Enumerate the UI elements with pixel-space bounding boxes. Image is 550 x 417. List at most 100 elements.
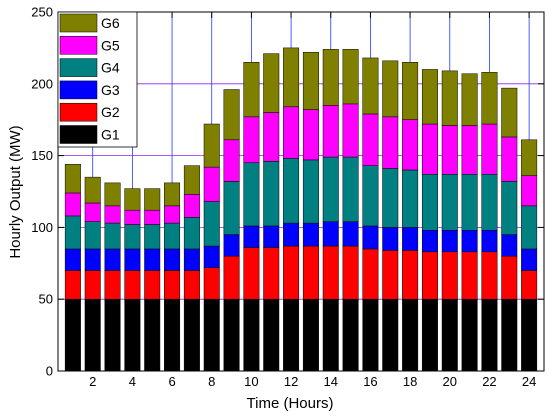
bar-g2-hour-19 bbox=[421, 251, 438, 300]
bar-g4-hour-17 bbox=[382, 168, 399, 228]
bar-g1-hour-23 bbox=[501, 298, 518, 372]
bar-g6-hour-1 bbox=[64, 163, 81, 194]
bar-g4-hour-12 bbox=[283, 158, 300, 224]
bar-g3-hour-1 bbox=[64, 248, 81, 271]
bar-g2-hour-1 bbox=[64, 270, 81, 300]
bar-g4-hour-18 bbox=[402, 169, 419, 228]
x-axis-ticks: 2 4 6 8 10 12 14 16 18 20 22 24 bbox=[89, 12, 536, 389]
bar-g5-hour-22 bbox=[481, 123, 498, 175]
bar-g4-hour-22 bbox=[481, 174, 498, 231]
legend-swatch-g3 bbox=[59, 80, 98, 100]
legend-label-g6: G6 bbox=[101, 15, 120, 31]
bar-g6-hour-4 bbox=[124, 188, 141, 211]
bar-g1-hour-16 bbox=[362, 298, 379, 372]
bar-g3-hour-13 bbox=[302, 222, 319, 247]
bar-g3-hour-10 bbox=[243, 225, 260, 248]
bar-g4-hour-16 bbox=[362, 165, 379, 227]
bar-g1-hour-15 bbox=[342, 298, 359, 372]
bar-g3-hour-15 bbox=[342, 221, 359, 247]
bar-g6-hour-17 bbox=[382, 60, 399, 118]
bar-g1-hour-20 bbox=[441, 298, 458, 372]
bar-g6-hour-19 bbox=[421, 69, 438, 125]
bar-g2-hour-14 bbox=[322, 245, 339, 300]
legend-swatch-g5 bbox=[59, 36, 98, 55]
legend-swatch-g4 bbox=[59, 58, 98, 77]
x-axis-title: Time (Hours) bbox=[247, 395, 334, 412]
y-axis-ticks: 0 50 100 150 200 250 bbox=[31, 5, 544, 379]
bar-g1-hour-3 bbox=[104, 298, 121, 372]
bar-g1-hour-11 bbox=[263, 298, 280, 372]
bar-g1-hour-9 bbox=[223, 298, 240, 372]
bar-g1-hour-18 bbox=[402, 298, 419, 372]
bar-g3-hour-11 bbox=[263, 225, 280, 248]
bar-g1-hour-19 bbox=[421, 298, 438, 372]
bar-g2-hour-7 bbox=[183, 270, 200, 300]
bar-g3-hour-24 bbox=[521, 248, 538, 271]
bar-g5-hour-3 bbox=[104, 205, 121, 224]
bar-g2-hour-3 bbox=[104, 270, 121, 300]
bar-g4-hour-14 bbox=[322, 156, 339, 222]
bar-g4-hour-13 bbox=[302, 159, 319, 224]
bar-g3-hour-7 bbox=[183, 248, 200, 271]
bar-g2-hour-16 bbox=[362, 248, 379, 300]
x-tick-label: 22 bbox=[482, 374, 496, 389]
bar-g3-hour-8 bbox=[203, 245, 220, 268]
bar-g5-hour-7 bbox=[183, 194, 200, 218]
bar-g3-hour-14 bbox=[322, 221, 339, 247]
x-tick-label: 12 bbox=[284, 374, 298, 389]
bar-g4-hour-20 bbox=[441, 174, 458, 231]
bar-g1-hour-4 bbox=[124, 298, 141, 372]
bar-g4-hour-24 bbox=[521, 205, 538, 250]
x-tick-label: 6 bbox=[168, 374, 175, 389]
bar-g1-hour-2 bbox=[84, 298, 101, 372]
bar-g6-hour-5 bbox=[144, 188, 161, 211]
bar-g1-hour-13 bbox=[302, 298, 319, 372]
bar-g3-hour-6 bbox=[164, 248, 181, 271]
bar-g5-hour-5 bbox=[144, 209, 161, 225]
legend: G6 G5 G4 G3 G2 G1 bbox=[57, 11, 138, 148]
bar-g3-hour-12 bbox=[283, 222, 300, 247]
bar-g6-hour-11 bbox=[263, 53, 280, 113]
bar-g2-hour-12 bbox=[283, 245, 300, 300]
bar-g2-hour-9 bbox=[223, 255, 240, 300]
bar-g2-hour-15 bbox=[342, 245, 359, 300]
bar-g4-hour-9 bbox=[223, 181, 240, 235]
bar-g4-hour-23 bbox=[501, 181, 518, 235]
bar-g6-hour-15 bbox=[342, 49, 359, 105]
bar-g6-hour-18 bbox=[402, 62, 419, 120]
bar-g2-hour-5 bbox=[144, 270, 161, 300]
bar-g6-hour-9 bbox=[223, 89, 240, 141]
bar-g4-hour-21 bbox=[461, 174, 478, 231]
legend-label-g1: G1 bbox=[101, 127, 120, 143]
bar-g5-hour-12 bbox=[283, 106, 300, 159]
bar-g3-hour-17 bbox=[382, 227, 399, 251]
x-tick-label: 20 bbox=[443, 374, 457, 389]
bar-g5-hour-23 bbox=[501, 136, 518, 182]
bar-g5-hour-9 bbox=[223, 139, 240, 182]
bar-g4-hour-10 bbox=[243, 162, 260, 227]
bar-g2-hour-10 bbox=[243, 247, 260, 300]
bar-g6-hour-8 bbox=[203, 123, 220, 168]
bar-g4-hour-3 bbox=[104, 222, 121, 250]
legend-label-g2: G2 bbox=[101, 104, 120, 120]
bar-g2-hour-6 bbox=[164, 270, 181, 300]
bar-g5-hour-10 bbox=[243, 116, 260, 164]
legend-swatch-g1 bbox=[59, 125, 98, 144]
bar-g6-hour-16 bbox=[362, 57, 379, 115]
bar-g1-hour-12 bbox=[283, 298, 300, 372]
bar-g6-hour-23 bbox=[501, 87, 518, 138]
bar-g6-hour-2 bbox=[84, 176, 101, 204]
bar-g2-hour-18 bbox=[402, 250, 419, 300]
bar-g5-hour-8 bbox=[203, 166, 220, 202]
bar-g4-hour-6 bbox=[164, 222, 181, 250]
bar-g2-hour-21 bbox=[461, 251, 478, 300]
legend-label-g4: G4 bbox=[101, 60, 120, 76]
bar-g2-hour-4 bbox=[124, 270, 141, 300]
bar-g2-hour-13 bbox=[302, 245, 319, 300]
y-tick-label: 0 bbox=[46, 364, 53, 379]
bar-g3-hour-2 bbox=[84, 248, 101, 271]
bar-g1-hour-21 bbox=[461, 298, 478, 372]
bar-g6-hour-24 bbox=[521, 139, 538, 176]
bar-g6-hour-14 bbox=[322, 49, 339, 106]
